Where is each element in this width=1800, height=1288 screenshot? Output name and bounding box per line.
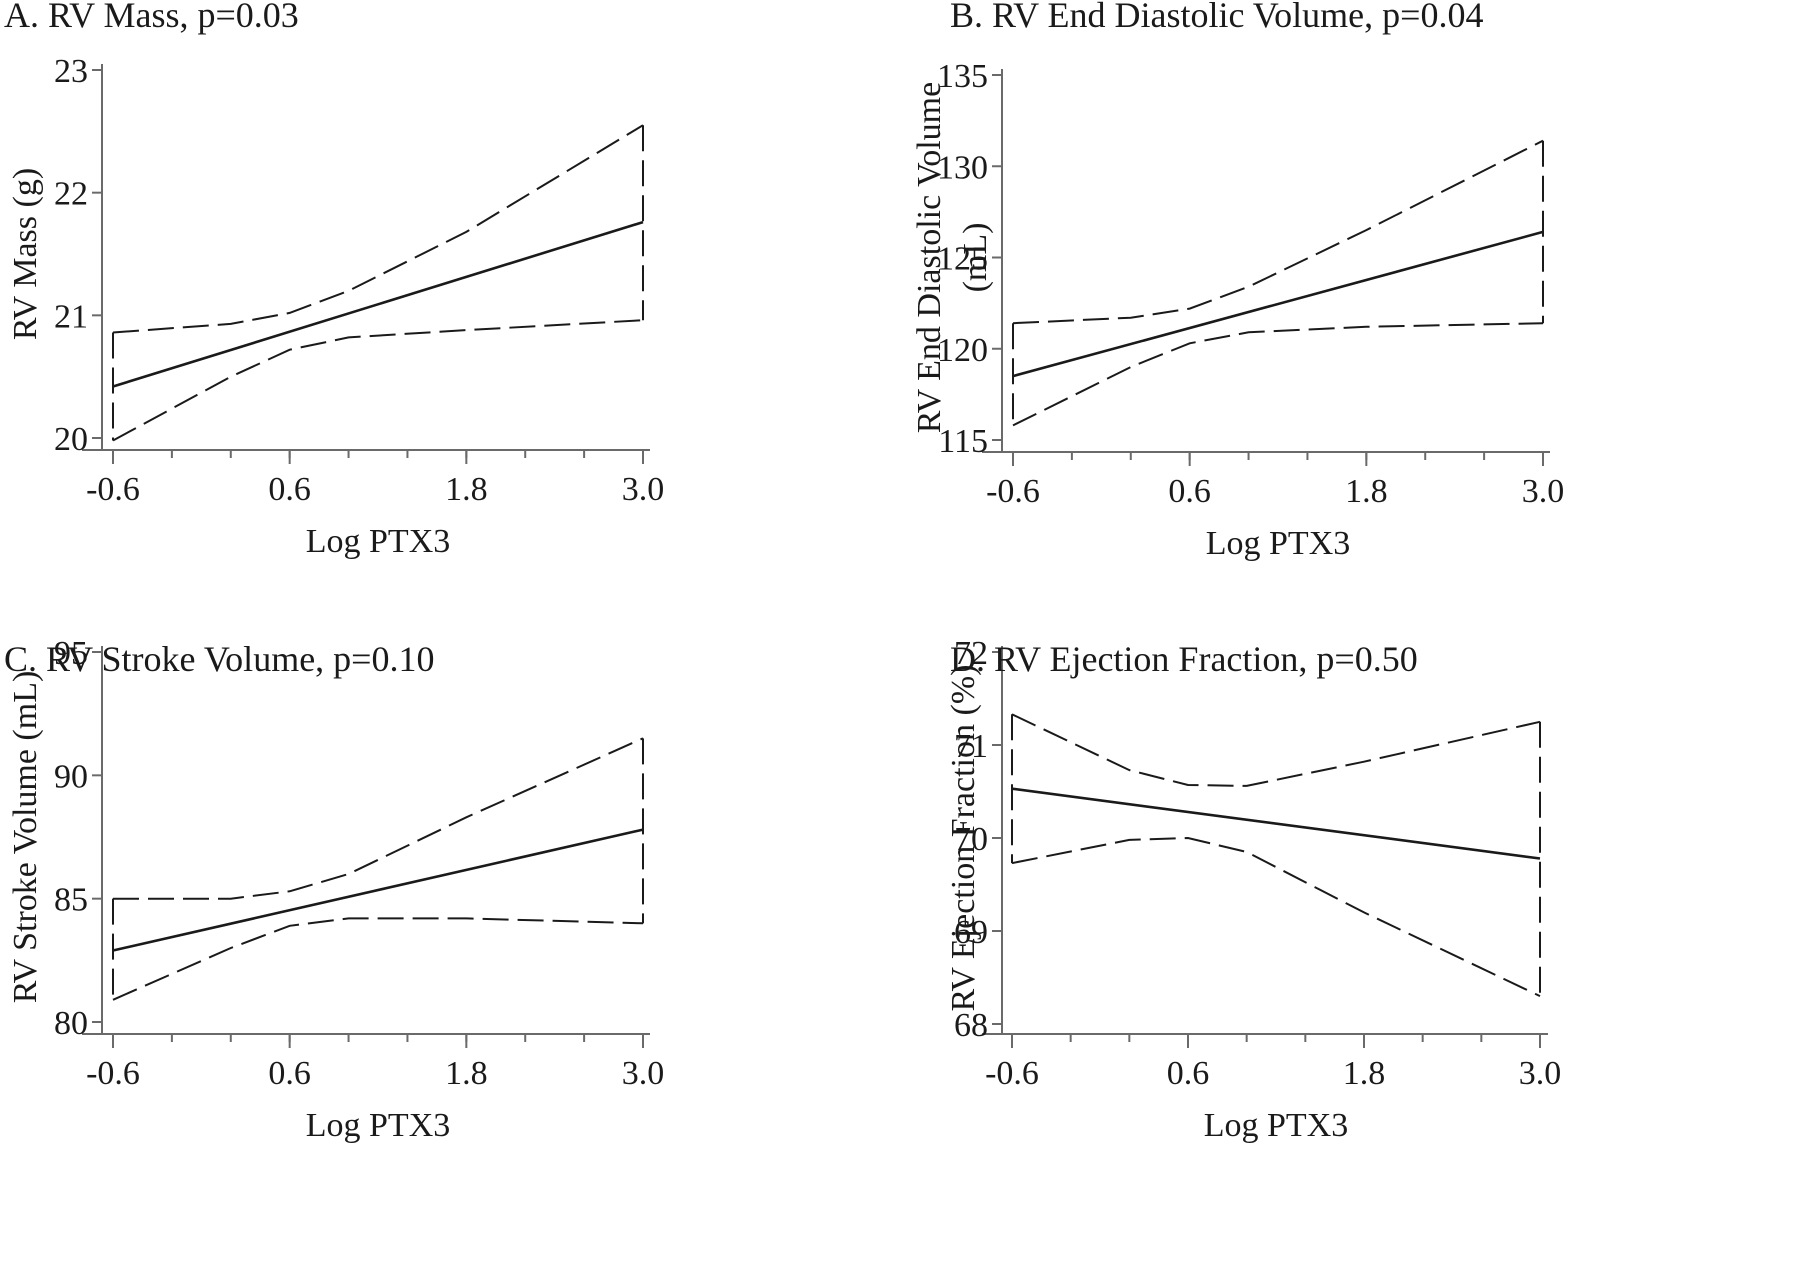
y-tick-label: 72 xyxy=(954,635,988,672)
y-tick-label: 80 xyxy=(54,1005,88,1042)
panel-d: 68 69 70 71 72 -0.6 0.6 1.8 3.0 Log PTX3 RV Ejecti… xyxy=(900,635,1800,1288)
y-tick-label: 20 xyxy=(54,421,88,458)
y-axis-title: RV Ejection Fraction (%) xyxy=(945,665,982,1012)
chart-title: A. RV Mass, p=0.03 xyxy=(4,0,299,35)
y-axis-title: (mL) xyxy=(957,223,994,293)
upper-ci-line xyxy=(1012,139,1544,325)
chart-title: C. RV Stroke Volume, p=0.10 xyxy=(4,639,435,679)
y-tick-label: 71 xyxy=(954,728,988,765)
y-tick-label: 130 xyxy=(937,149,988,186)
x-tick-label: 1.8 xyxy=(445,1055,488,1092)
x-tick-label: -0.6 xyxy=(86,471,140,508)
x-tick-label: 0.6 xyxy=(268,471,311,508)
upper-ci-line xyxy=(113,737,644,900)
x-tick-label: 0.6 xyxy=(1167,1055,1210,1092)
upper-ci-line xyxy=(112,124,644,334)
chart-c: 80 85 90 95 -0.6 0.6 1.8 3.0 Log PTX3 RV Stroke V… xyxy=(7,635,665,1144)
y-axis-title: RV Stroke Volume (mL) xyxy=(7,671,44,1004)
x-tick-label: 3.0 xyxy=(622,471,665,508)
chart-title: D. RV Ejection Fraction, p=0.50 xyxy=(950,639,1418,679)
lower-ci-line xyxy=(112,917,644,1001)
panel-a: 20 21 22 23 -0.6 0.6 1.8 3.0 Log PTX3 RV Mass (g)… xyxy=(0,0,900,644)
y-tick-label: 21 xyxy=(54,298,88,335)
x-tick-label: 0.6 xyxy=(1168,473,1211,510)
y-tick-label: 120 xyxy=(937,332,988,369)
y-tick-label: 23 xyxy=(54,53,88,90)
upper-ci-line xyxy=(1011,713,1541,787)
x-tick-label: 3.0 xyxy=(622,1055,665,1092)
y-tick-label: 22 xyxy=(54,176,88,213)
fit-line xyxy=(1011,787,1541,860)
x-tick-label: -0.6 xyxy=(986,473,1040,510)
x-axis-title: Log PTX3 xyxy=(1204,1107,1349,1144)
y-axis-title: RV Mass (g) xyxy=(7,168,44,340)
y-tick-label: 85 xyxy=(54,882,88,919)
x-tick-label: 1.8 xyxy=(1345,473,1388,510)
x-axis-title: Log PTX3 xyxy=(1206,525,1351,562)
panel-c: 80 85 90 95 -0.6 0.6 1.8 3.0 Log PTX3 RV Stroke V… xyxy=(0,635,900,1288)
chart-title: B. RV End Diastolic Volume, p=0.04 xyxy=(950,0,1484,35)
x-tick-label: -0.6 xyxy=(86,1055,140,1092)
x-tick-label: 3.0 xyxy=(1519,1055,1562,1092)
x-axis-title: Log PTX3 xyxy=(306,1107,451,1144)
x-tick-label: 1.8 xyxy=(1343,1055,1386,1092)
y-tick-label: 69 xyxy=(954,914,988,951)
chart-b: 115 120 125 130 135 -0.6 0.6 1.8 3.0 Log PTX3 RV E… xyxy=(911,58,1565,562)
x-tick-label: 3.0 xyxy=(1522,473,1565,510)
y-tick-label: 125 xyxy=(937,241,988,278)
chart-d: 68 69 70 71 72 -0.6 0.6 1.8 3.0 Log PTX3 RV Ejecti… xyxy=(945,635,1562,1144)
y-tick-label: 70 xyxy=(954,821,988,858)
fit-line xyxy=(1012,230,1544,378)
y-tick-label: 115 xyxy=(938,423,988,460)
y-tick-label: 90 xyxy=(54,758,88,795)
x-tick-label: -0.6 xyxy=(985,1055,1039,1092)
fit-line xyxy=(112,220,644,388)
x-tick-label: 1.8 xyxy=(445,471,488,508)
y-axis-title: RV End Diastolic Volume xyxy=(911,82,948,433)
fit-line xyxy=(112,828,644,952)
chart-a: 20 21 22 23 -0.6 0.6 1.8 3.0 Log PTX3 RV Mass (g) xyxy=(7,53,665,560)
lower-ci-line xyxy=(1012,322,1544,427)
y-tick-label: 95 xyxy=(54,635,88,672)
y-tick-label: 135 xyxy=(937,58,988,95)
lower-ci-line xyxy=(1011,836,1541,998)
x-axis-title: Log PTX3 xyxy=(306,523,451,560)
lower-ci-line xyxy=(112,319,644,442)
x-tick-label: 0.6 xyxy=(268,1055,311,1092)
y-tick-label: 68 xyxy=(954,1007,988,1044)
panel-b: 115 120 125 130 135 -0.6 0.6 1.8 3.0 Log PTX3 RV E… xyxy=(900,0,1800,644)
